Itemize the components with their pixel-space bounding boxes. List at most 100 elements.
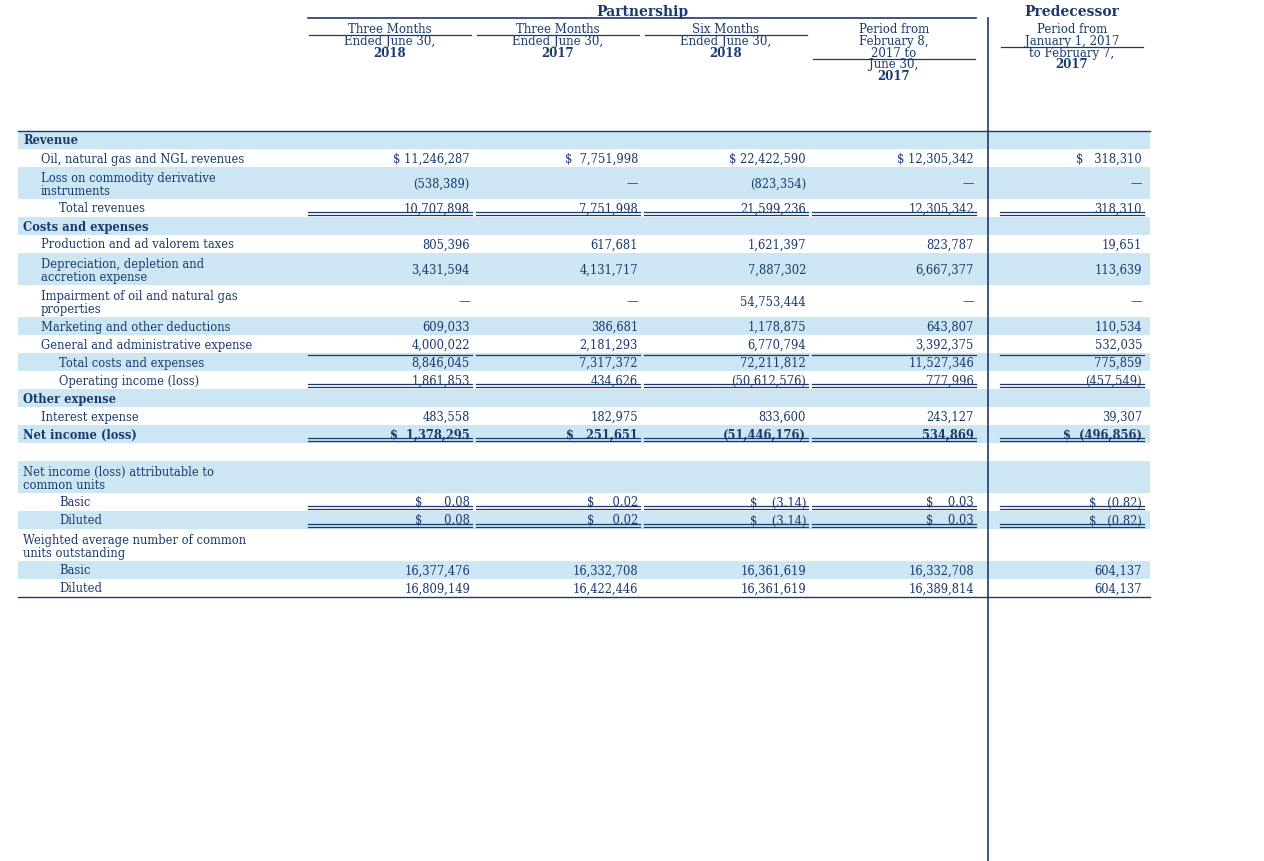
Text: 4,000,022: 4,000,022	[412, 338, 470, 351]
Text: Oil, natural gas and NGL revenues: Oil, natural gas and NGL revenues	[40, 152, 244, 165]
Bar	[18, 132, 1150, 150]
Text: $   (0.82): $ (0.82)	[1090, 496, 1141, 509]
Text: Operating income (loss): Operating income (loss)	[59, 374, 200, 387]
Text: 483,558: 483,558	[422, 410, 470, 423]
Text: 833,600: 833,600	[758, 410, 806, 423]
Text: Depreciation, depletion and: Depreciation, depletion and	[40, 257, 204, 270]
Text: Revenue: Revenue	[23, 134, 78, 147]
Bar	[18, 389, 1150, 407]
Text: $    (3.14): $ (3.14)	[750, 514, 806, 527]
Bar	[18, 218, 1150, 236]
Text: 1,621,397: 1,621,397	[747, 238, 806, 251]
Text: units outstanding: units outstanding	[23, 547, 125, 560]
Text: $ 12,305,342: $ 12,305,342	[897, 152, 975, 165]
Text: 113,639: 113,639	[1095, 263, 1141, 276]
Bar	[18, 286, 1150, 318]
Bar	[18, 168, 1150, 200]
Text: 777,996: 777,996	[927, 374, 975, 387]
Text: 643,807: 643,807	[927, 320, 975, 333]
Text: Net income (loss): Net income (loss)	[23, 428, 137, 441]
Text: —: —	[962, 177, 975, 190]
Text: (538,389): (538,389)	[413, 177, 470, 190]
Bar	[18, 493, 1150, 511]
Text: common units: common units	[23, 479, 105, 492]
Text: $    0.03: $ 0.03	[927, 514, 975, 527]
Text: Period from: Period from	[1036, 23, 1107, 36]
Text: 3,392,375: 3,392,375	[915, 338, 975, 351]
Text: Ended June 30,: Ended June 30,	[512, 34, 604, 47]
Text: Marketing and other deductions: Marketing and other deductions	[40, 320, 230, 333]
Text: 1,178,875: 1,178,875	[747, 320, 806, 333]
Bar	[18, 200, 1150, 218]
Text: 7,317,372: 7,317,372	[579, 356, 638, 369]
Text: General and administrative expense: General and administrative expense	[40, 338, 253, 351]
Text: 2017 to: 2017 to	[871, 46, 916, 59]
Text: 534,869: 534,869	[923, 428, 975, 441]
Text: (457,549): (457,549)	[1086, 374, 1141, 387]
Text: $  (496,856): $ (496,856)	[1063, 428, 1141, 441]
Bar	[18, 372, 1150, 389]
Text: —: —	[962, 295, 975, 308]
Bar	[18, 254, 1150, 286]
Text: 2018: 2018	[374, 46, 406, 59]
Text: 7,751,998: 7,751,998	[579, 202, 638, 215]
Text: 39,307: 39,307	[1102, 410, 1141, 423]
Text: Production and ad valorem taxes: Production and ad valorem taxes	[40, 238, 234, 251]
Bar	[18, 425, 1150, 443]
Text: 532,035: 532,035	[1095, 338, 1141, 351]
Text: 16,361,619: 16,361,619	[741, 582, 806, 595]
Text: Predecessor: Predecessor	[1025, 5, 1120, 19]
Text: 16,422,446: 16,422,446	[573, 582, 638, 595]
Text: February 8,: February 8,	[860, 34, 929, 47]
Text: January 1, 2017: January 1, 2017	[1025, 34, 1119, 47]
Text: $ 11,246,287: $ 11,246,287	[393, 152, 470, 165]
Text: 182,975: 182,975	[590, 410, 638, 423]
Text: —: —	[627, 295, 638, 308]
Text: Basic: Basic	[59, 564, 90, 577]
Bar	[18, 561, 1150, 579]
Text: 243,127: 243,127	[927, 410, 975, 423]
Text: Loss on commodity derivative: Loss on commodity derivative	[40, 172, 216, 185]
Bar	[18, 461, 1150, 493]
Bar	[18, 150, 1150, 168]
Text: Ended June 30,: Ended June 30,	[344, 34, 436, 47]
Text: Impairment of oil and natural gas: Impairment of oil and natural gas	[40, 289, 238, 303]
Text: 10,707,898: 10,707,898	[404, 202, 470, 215]
Text: $      0.08: $ 0.08	[415, 514, 470, 527]
Bar	[18, 530, 1150, 561]
Text: Costs and expenses: Costs and expenses	[23, 220, 148, 233]
Text: (51,446,176): (51,446,176)	[723, 428, 806, 441]
Text: instruments: instruments	[40, 185, 111, 198]
Text: Diluted: Diluted	[59, 514, 102, 527]
Bar	[18, 336, 1150, 354]
Text: 19,651: 19,651	[1102, 238, 1141, 251]
Text: Total revenues: Total revenues	[59, 202, 145, 215]
Text: $    0.03: $ 0.03	[927, 496, 975, 509]
Text: Three Months: Three Months	[348, 23, 432, 36]
Text: 805,396: 805,396	[422, 238, 470, 251]
Text: 16,377,476: 16,377,476	[404, 564, 470, 577]
Text: Partnership: Partnership	[595, 5, 688, 19]
Text: $   (0.82): $ (0.82)	[1090, 514, 1141, 527]
Text: 2018: 2018	[709, 46, 742, 59]
Text: Weighted average number of common: Weighted average number of common	[23, 533, 246, 547]
Text: 604,137: 604,137	[1095, 582, 1141, 595]
Text: accretion expense: accretion expense	[40, 270, 147, 283]
Text: 3,431,594: 3,431,594	[412, 263, 470, 276]
Text: $    (3.14): $ (3.14)	[750, 496, 806, 509]
Text: 604,137: 604,137	[1095, 564, 1141, 577]
Text: $     0.02: $ 0.02	[586, 514, 638, 527]
Text: 6,770,794: 6,770,794	[747, 338, 806, 351]
Text: 11,527,346: 11,527,346	[909, 356, 975, 369]
Text: Period from: Period from	[858, 23, 929, 36]
Text: 8,846,045: 8,846,045	[412, 356, 470, 369]
Text: —: —	[1130, 295, 1141, 308]
Text: Diluted: Diluted	[59, 582, 102, 595]
Text: Other expense: Other expense	[23, 392, 116, 405]
Text: 823,787: 823,787	[927, 238, 975, 251]
Text: —: —	[627, 177, 638, 190]
Text: 21,599,236: 21,599,236	[741, 202, 806, 215]
Text: 12,305,342: 12,305,342	[909, 202, 975, 215]
Text: 16,389,814: 16,389,814	[909, 582, 975, 595]
Bar	[18, 236, 1150, 254]
